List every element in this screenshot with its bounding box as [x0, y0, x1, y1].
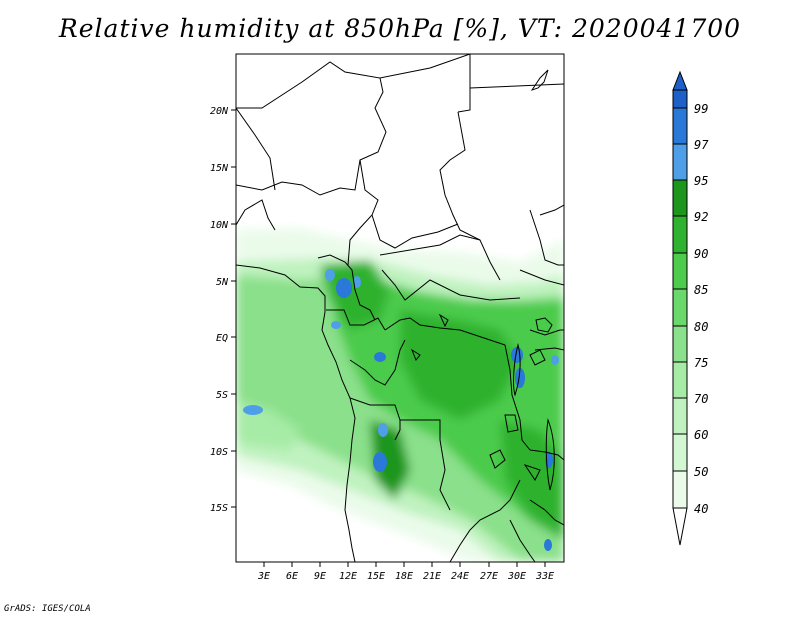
colorbar-label: 80 [694, 320, 708, 334]
lat-label: 5S [216, 390, 228, 401]
longitude-axis: 3E 6E 9E 12E 15E 18E 21E 24E 27E 30E 33E [257, 562, 554, 582]
country-borders [236, 54, 564, 562]
lat-label: 10N [210, 220, 229, 231]
humidity-area-90-center [400, 310, 520, 420]
humidity-area-90-north [320, 260, 390, 330]
colorbar-label: 70 [694, 392, 708, 406]
colorbar-label: 90 [694, 247, 708, 261]
lon-label: 15E [367, 571, 385, 582]
colorbar-label: 97 [694, 138, 709, 152]
colorbar-label: 85 [694, 283, 708, 297]
humidity-area-92 [370, 420, 410, 500]
lon-label: 33E [535, 571, 554, 582]
lat-label: 15N [210, 163, 229, 174]
lon-label: 27E [480, 571, 498, 582]
colorbar-label: 99 [694, 102, 708, 116]
lon-label: 3E [257, 571, 270, 582]
lat-label: EQ [216, 333, 228, 344]
colorbar-label: 50 [694, 465, 708, 479]
lat-label: 20N [210, 106, 229, 117]
colorbar [672, 70, 688, 546]
humidity-high-patches [243, 269, 559, 551]
colorbar-label: 95 [694, 174, 708, 188]
lat-label: 10S [210, 447, 228, 458]
lon-label: 6E [286, 571, 298, 582]
latitude-axis: 20N 15N 10N 5N EQ 5S 10S 15S [210, 106, 236, 514]
colorbar-bottom-triangle [672, 507, 688, 546]
colorbar-labels: 99 97 95 92 90 85 80 75 70 60 50 40 [694, 102, 709, 516]
grads-credit: GrADS: IGES/COLA [4, 604, 91, 614]
lat-label: 5N [216, 277, 229, 288]
lat-label: 15S [210, 503, 228, 514]
lon-label: 30E [507, 571, 526, 582]
colorbar-label: 60 [694, 428, 708, 442]
colorbar-label: 92 [694, 210, 708, 224]
lon-label: 24E [451, 571, 469, 582]
colorbar-label: 40 [694, 502, 708, 516]
lon-label: 18E [395, 571, 413, 582]
map-frame [235, 53, 565, 563]
colorbar-label: 75 [694, 356, 708, 370]
humidity-area-90-east [500, 420, 564, 540]
colorbar-top-triangle [672, 70, 688, 91]
map-title: Relative humidity at 850hPa [%], VT: 202… [58, 14, 742, 43]
lon-label: 12E [339, 571, 357, 582]
lon-label: 9E [314, 571, 326, 582]
humidity-field [236, 54, 564, 562]
lon-label: 21E [423, 571, 441, 582]
